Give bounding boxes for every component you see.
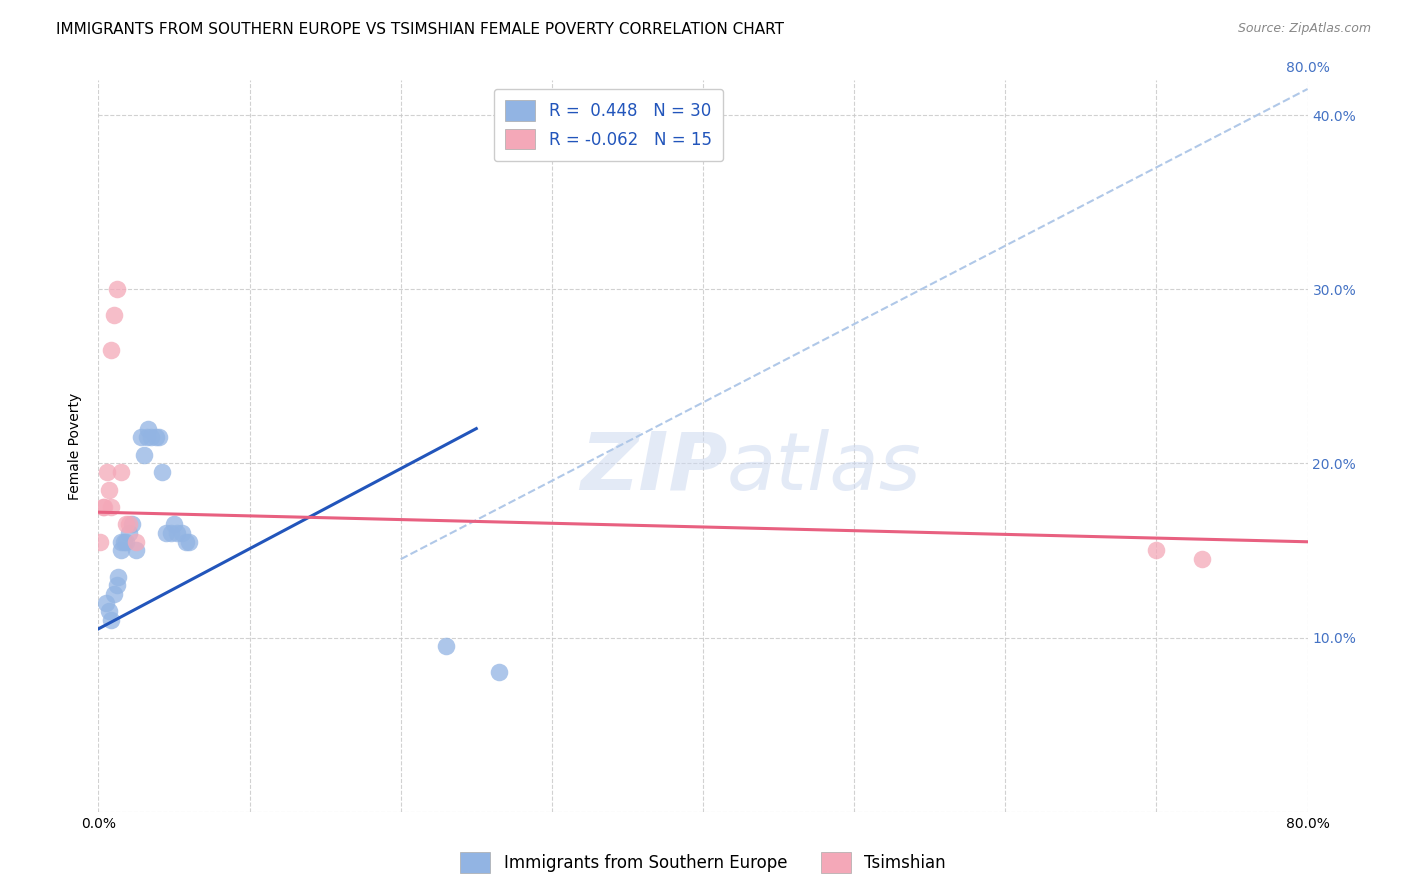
Point — [96, 465, 118, 479]
Point — [110, 543, 132, 558]
Point — [105, 578, 128, 592]
Point — [118, 517, 141, 532]
Point — [107, 569, 129, 583]
Legend: Immigrants from Southern Europe, Tsimshian: Immigrants from Southern Europe, Tsimshi… — [454, 846, 952, 880]
Point — [166, 526, 188, 541]
Text: atlas: atlas — [727, 429, 922, 507]
Text: IMMIGRANTS FROM SOUTHERN EUROPE VS TSIMSHIAN FEMALE POVERTY CORRELATION CHART: IMMIGRANTS FROM SOUTHERN EUROPE VS TSIMS… — [56, 22, 785, 37]
Point — [100, 500, 122, 514]
Point — [98, 483, 121, 497]
Point — [94, 596, 117, 610]
Point — [103, 587, 125, 601]
Point — [98, 604, 121, 618]
Point — [89, 534, 111, 549]
Point — [121, 517, 143, 532]
Point — [110, 465, 132, 479]
Text: Source: ZipAtlas.com: Source: ZipAtlas.com — [1237, 22, 1371, 36]
Point — [100, 613, 122, 627]
Point — [434, 640, 457, 654]
Point — [155, 526, 177, 541]
Point — [148, 430, 170, 444]
Point — [110, 534, 132, 549]
Point — [179, 534, 201, 549]
Point — [136, 421, 159, 435]
Point — [114, 517, 136, 532]
Point — [1191, 552, 1213, 566]
Point — [145, 430, 167, 444]
Point — [103, 309, 125, 323]
Point — [125, 543, 148, 558]
Point — [488, 665, 510, 680]
Y-axis label: Female Poverty: Female Poverty — [69, 392, 83, 500]
Legend: R =  0.448   N = 30, R = -0.062   N = 15: R = 0.448 N = 30, R = -0.062 N = 15 — [494, 88, 723, 161]
Point — [118, 526, 141, 541]
Point — [174, 534, 197, 549]
Point — [125, 534, 148, 549]
Point — [129, 430, 152, 444]
Point — [112, 534, 135, 549]
Point — [91, 500, 114, 514]
Point — [100, 343, 122, 358]
Point — [160, 526, 183, 541]
Point — [1144, 543, 1167, 558]
Point — [163, 517, 186, 532]
Point — [141, 430, 163, 444]
Point — [114, 534, 136, 549]
Point — [93, 500, 115, 514]
Point — [170, 526, 193, 541]
Point — [150, 465, 173, 479]
Point — [135, 430, 157, 444]
Point — [132, 448, 155, 462]
Point — [105, 282, 128, 296]
Text: ZIP: ZIP — [579, 429, 727, 507]
